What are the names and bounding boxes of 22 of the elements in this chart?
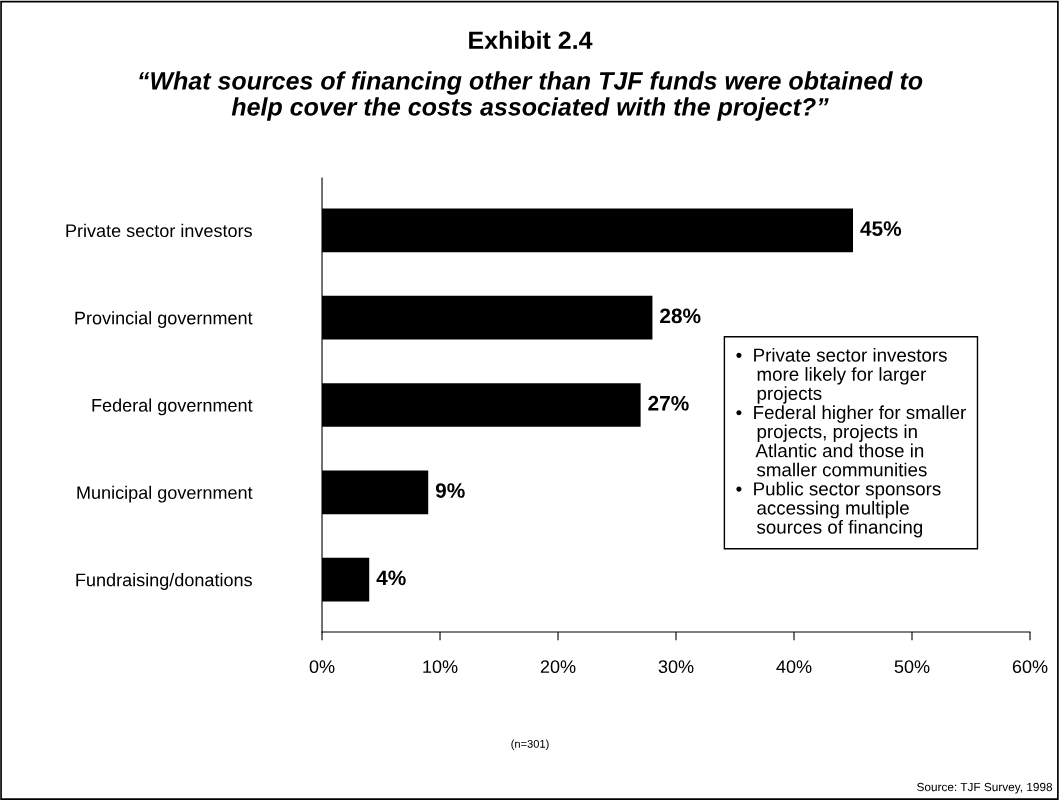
y-tick-label: Fundraising/donations <box>76 573 252 590</box>
chart-title: Exhibit 2.4 <box>469 30 593 50</box>
y-tick-label: Provincial government <box>75 311 253 328</box>
x-tick-label: 10% <box>423 660 458 674</box>
x-tick-label: 50% <box>894 660 930 674</box>
data-label: 9% <box>435 483 465 498</box>
x-tick-label: 20% <box>540 660 576 674</box>
data-label: 27% <box>648 395 689 411</box>
y-tick-label: Private sector investors <box>66 223 252 238</box>
data-label: 4% <box>376 570 406 586</box>
y-tick-label: Municipal government <box>77 485 253 503</box>
text: (n=301) <box>511 739 549 750</box>
y-tick-label: Federal government <box>92 398 253 416</box>
x-tick-label: 40% <box>776 660 812 674</box>
text: • Private sector investors more likely for larger projects • Federal higher for smaller projects, projects in Atlantic and those in smaller communities • Public sector sponsors accessing multiple sources of financing <box>736 348 966 538</box>
x-tick-label: 60% <box>1012 660 1048 674</box>
data-label: 45% <box>860 221 902 236</box>
source-note: Source: TJF Survey, 1998 <box>917 782 1053 794</box>
x-tick-label: 0% <box>309 660 335 674</box>
x-tick-label: 30% <box>658 660 694 674</box>
data-label: 28% <box>660 308 701 324</box>
chart-subtitle: “What sources of financing other than TJF funds were obtained to help cover the costs associated with the project?” <box>139 71 923 121</box>
